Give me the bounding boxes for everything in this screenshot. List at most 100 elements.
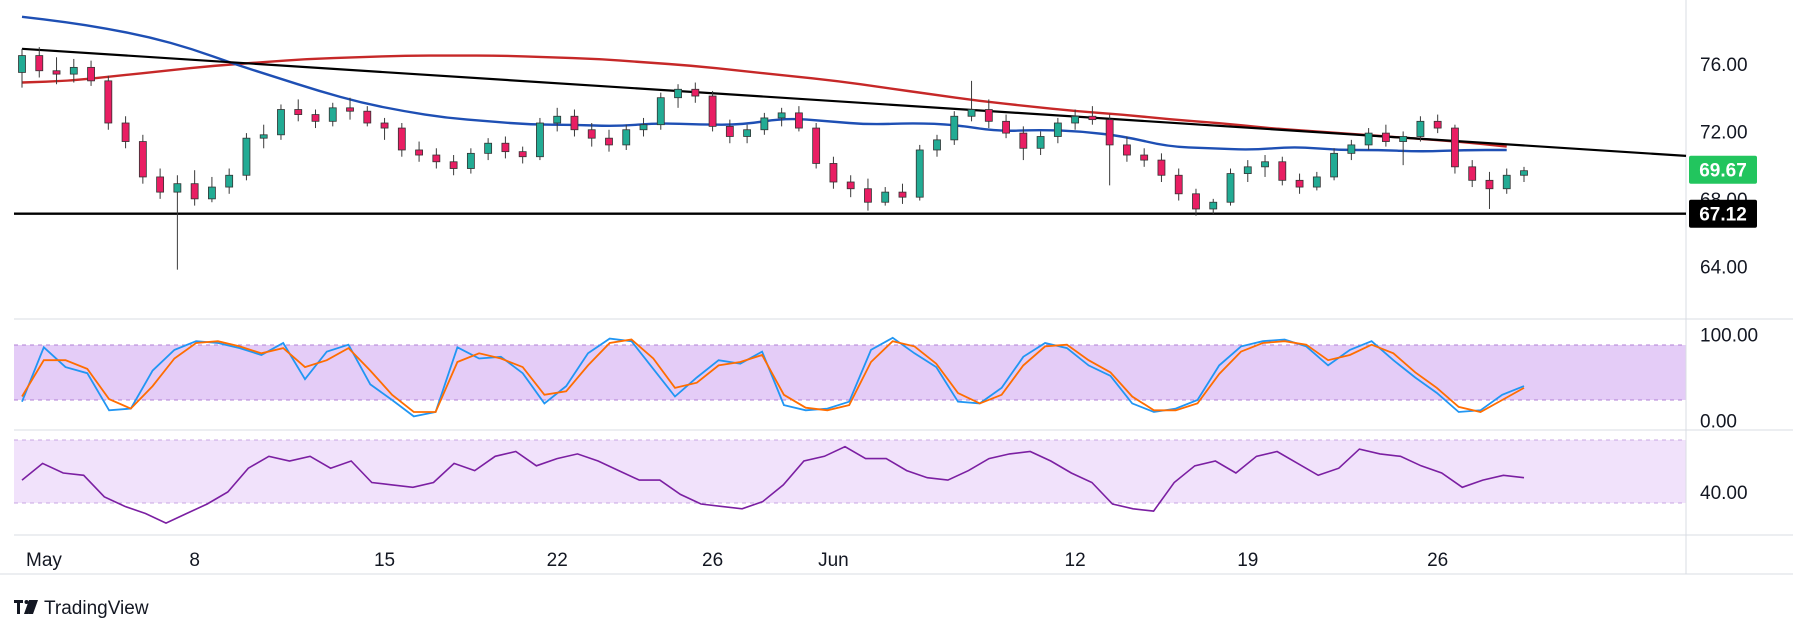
candle [1261, 155, 1269, 177]
candle-body-up [915, 149, 924, 198]
price-tick-label: 76.00 [1700, 55, 1748, 76]
time-axis: May 8 15 22 26 Jun 12 19 26 [26, 550, 1448, 571]
candle [173, 175, 182, 270]
price-tick-label: 64.00 [1700, 257, 1748, 278]
candle [881, 187, 890, 206]
candle [1330, 148, 1338, 181]
candle [777, 107, 786, 127]
candle [294, 99, 303, 122]
candles[interactable] [18, 47, 1528, 270]
stoch-d-line [21, 338, 1525, 413]
candle-body-up [484, 142, 493, 154]
candle-body-down [1123, 144, 1131, 156]
rsi-line [21, 445, 1525, 524]
tradingview-brand[interactable]: TradingView [14, 598, 149, 620]
candle [898, 183, 907, 204]
candle-body-down [518, 151, 527, 158]
candle-body-down [812, 127, 821, 164]
candle [1312, 171, 1321, 191]
candle [1364, 128, 1373, 150]
candle-body-up [259, 134, 268, 139]
candle [449, 155, 458, 176]
candle [484, 138, 493, 161]
candle [242, 133, 251, 181]
candle [587, 123, 596, 147]
candle-body-down [1157, 159, 1166, 176]
candle [725, 119, 734, 144]
stoch-tick-label: 100.00 [1700, 325, 1758, 346]
candle-body-down [864, 188, 872, 203]
candle-body-up [639, 124, 648, 131]
candle [138, 134, 147, 184]
candle-body-down [1140, 154, 1149, 161]
candle [1088, 106, 1097, 125]
candle [259, 124, 268, 149]
rsi-tick-label: 40.00 [1700, 483, 1748, 504]
candle [18, 48, 26, 88]
candle [208, 176, 216, 203]
candle [691, 82, 700, 103]
candle [553, 107, 562, 132]
current-price-label: 69.67 [1699, 161, 1747, 182]
candle-body-down [397, 127, 406, 151]
candle-body-down [1088, 115, 1097, 121]
candle-body-up [553, 115, 562, 124]
candle [846, 175, 855, 198]
candle [1226, 168, 1235, 206]
candle-body-down [794, 112, 803, 129]
candle-body-down [1433, 120, 1442, 129]
brand-name: TradingView [44, 598, 149, 619]
candle-body-down [501, 142, 510, 153]
candle-body-down [311, 114, 320, 122]
candle [536, 117, 544, 161]
candle-body-down [190, 183, 199, 200]
price-overlays[interactable] [14, 15, 1687, 215]
time-axis-label: 19 [1237, 550, 1258, 571]
candle-body-down [1295, 179, 1304, 188]
candle [708, 90, 717, 132]
candle-body-down [156, 176, 165, 193]
candle-body-up [1330, 152, 1338, 178]
candle-body-up [69, 66, 78, 75]
stochastic-indicator[interactable] [21, 336, 1525, 418]
candle-body-up [208, 186, 216, 200]
candle-body-up [1347, 144, 1356, 154]
candle [1157, 153, 1166, 182]
price-axis: 64.0068.0072.0076.000.00100.0040.0069.67… [1689, 55, 1758, 504]
candle [346, 97, 354, 120]
candle-body-down [725, 125, 734, 137]
sma-short-line [21, 15, 1507, 153]
time-axis-label: 26 [1427, 550, 1448, 571]
rsi-indicator[interactable] [21, 445, 1525, 524]
candle [743, 124, 752, 144]
candle [984, 99, 993, 129]
candle-body-up [760, 117, 769, 131]
candle [1019, 126, 1028, 161]
candle [1278, 156, 1287, 186]
candle-body-up [1243, 166, 1252, 174]
candle [967, 80, 976, 122]
candle-body-up [1209, 201, 1218, 210]
candle [1071, 109, 1080, 130]
candle [501, 136, 510, 159]
candle-body-down [52, 70, 61, 75]
candle [363, 106, 372, 127]
candle [605, 129, 613, 152]
candle [328, 102, 337, 127]
candle-body-up [881, 191, 890, 203]
candle-body-up [1261, 161, 1269, 168]
time-axis-label: 8 [189, 550, 200, 571]
candle-body-up [536, 122, 544, 158]
candle-body-up [950, 115, 959, 141]
candle [1002, 114, 1010, 139]
candle [432, 148, 441, 169]
candle-body-down [605, 137, 613, 146]
candle-body-up [933, 139, 941, 151]
candle [1140, 148, 1149, 167]
candle [87, 60, 95, 86]
candle-body-up [1399, 136, 1408, 142]
candle [415, 141, 423, 162]
candle [622, 124, 631, 150]
candle [1520, 166, 1528, 182]
